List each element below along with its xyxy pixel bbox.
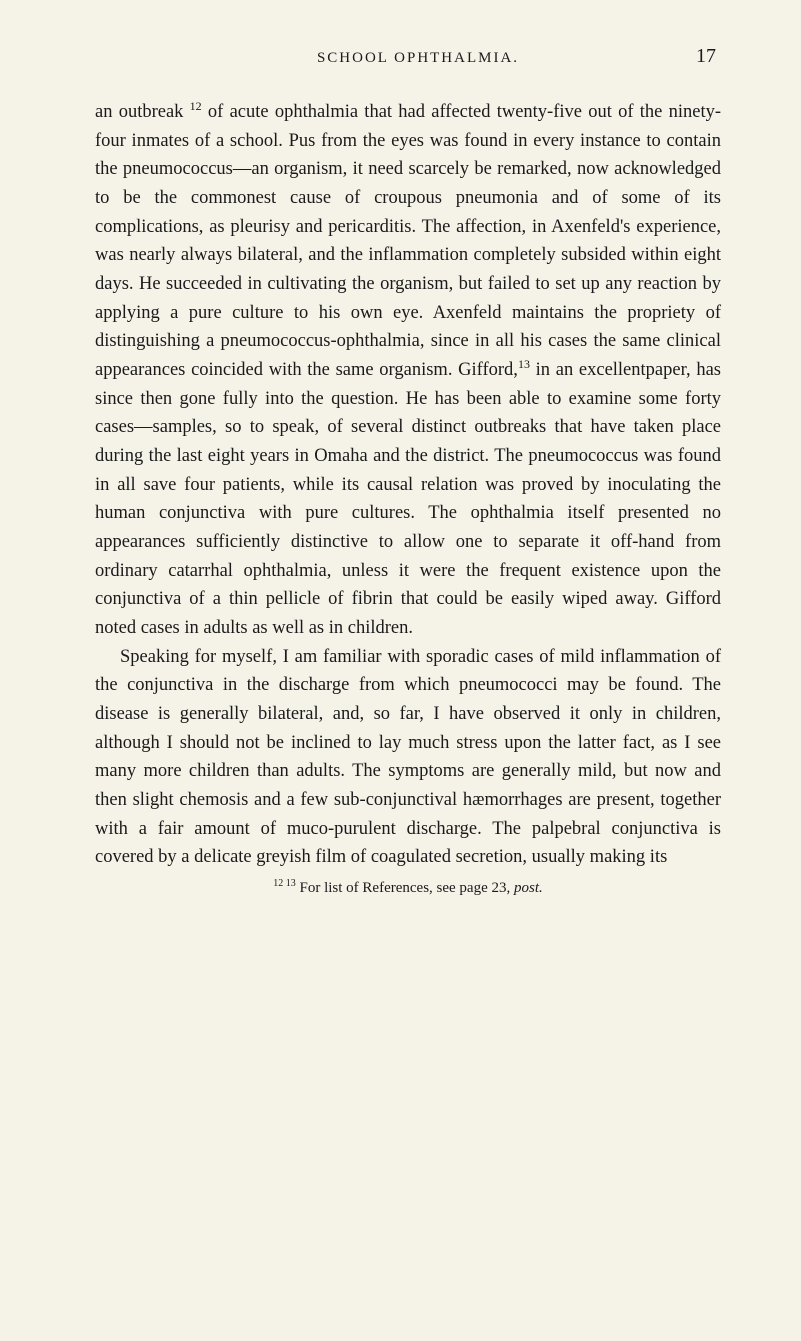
paragraph-1: an outbreak 12 of acute ophthalmia that … [95,98,721,643]
page-header: SCHOOL OPHTHALMIA. 17 [95,45,721,68]
footnote-italic: post. [514,880,543,896]
superscript-ref-13: 13 [518,357,530,371]
p1-text-3: in an excellentpaper, has since then gon… [95,360,721,638]
body-text: an outbreak 12 of acute ophthalmia that … [95,98,721,872]
p1-text-2: of acute ophthalmia that had affected tw… [95,102,721,380]
page-number: 17 [696,45,716,68]
footnote: 12 13 For list of References, see page 2… [95,880,721,897]
footnote-sup: 12 13 [273,878,296,889]
footnote-text-1: For list of References, see page 23, [296,880,514,896]
running-title: SCHOOL OPHTHALMIA. [140,50,696,67]
superscript-ref-12: 12 [190,99,202,113]
p1-text-1: an outbreak [95,102,190,122]
paragraph-2: Speaking for myself, I am familiar with … [95,643,721,872]
